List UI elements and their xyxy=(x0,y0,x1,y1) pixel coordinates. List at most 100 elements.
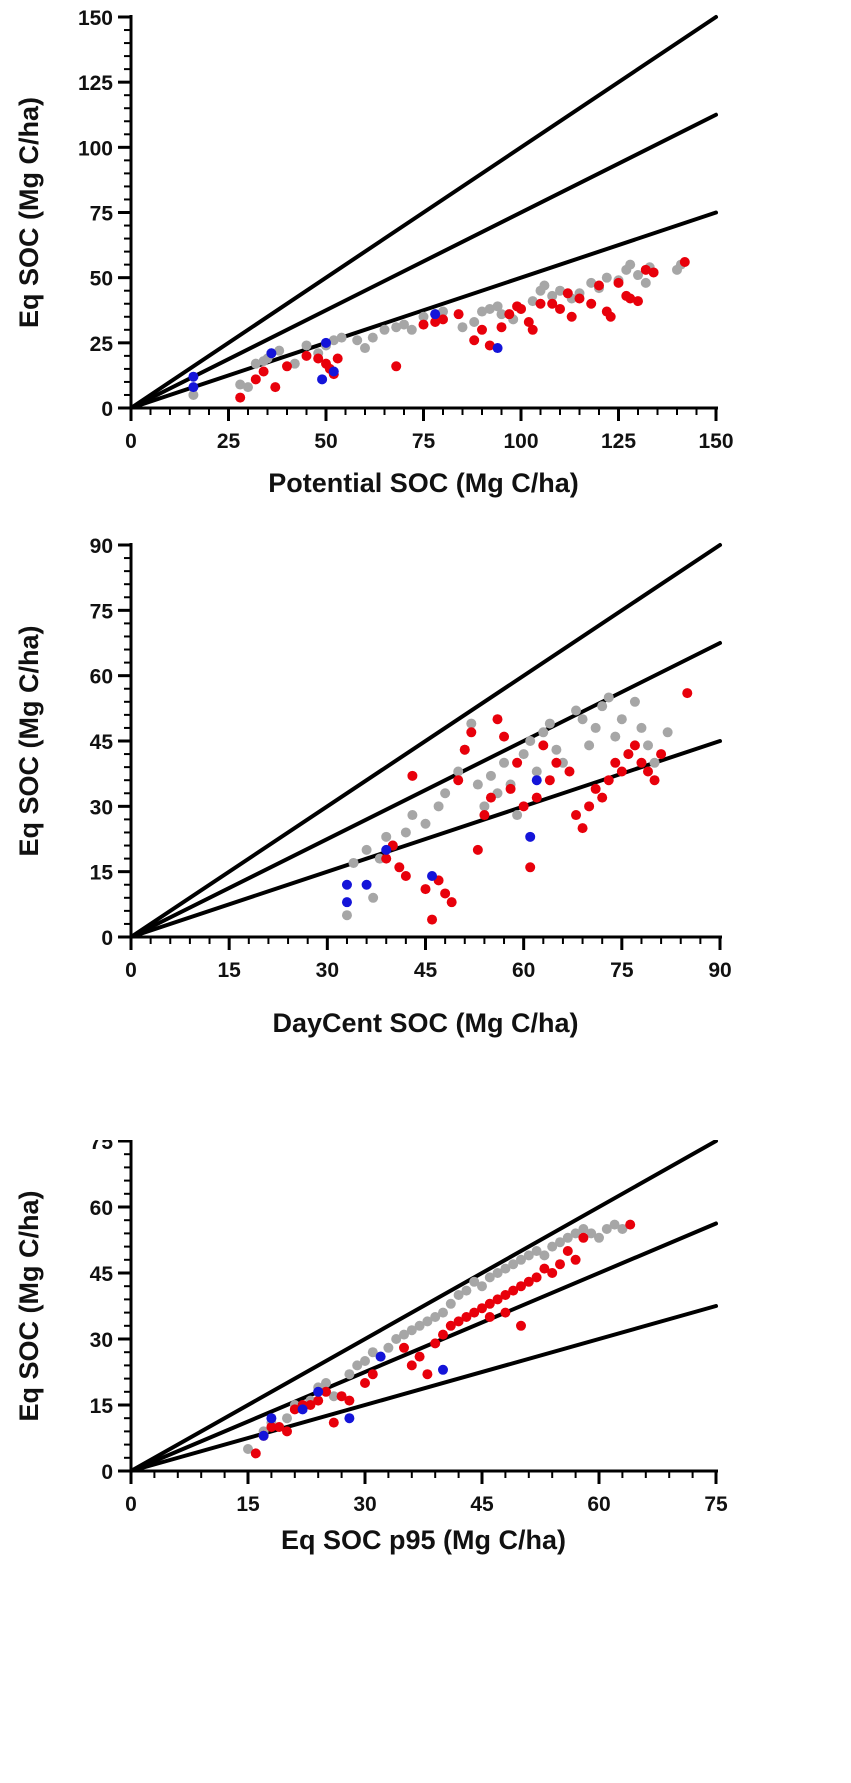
point-red xyxy=(258,366,269,377)
point-blue xyxy=(328,366,339,377)
point-gray xyxy=(422,1316,433,1327)
point-red xyxy=(250,1448,261,1459)
y-tick-label: 15 xyxy=(90,862,114,885)
point-red xyxy=(625,1219,636,1230)
point-gray xyxy=(466,718,477,729)
point-gray xyxy=(616,714,627,725)
point-red xyxy=(332,353,343,364)
point-blue xyxy=(317,374,328,385)
point-gray xyxy=(469,1276,480,1287)
point-gray xyxy=(235,379,246,390)
y-axis-title: Eq SOC (Mg C/ha) xyxy=(14,1191,44,1422)
point-gray xyxy=(243,1444,253,1454)
point-red xyxy=(407,770,418,781)
point-gray xyxy=(399,319,409,330)
point-gray xyxy=(484,303,495,314)
point-red xyxy=(594,280,604,291)
point-blue xyxy=(438,1364,448,1375)
point-red xyxy=(562,288,573,299)
point-red xyxy=(597,792,608,803)
point-red xyxy=(492,714,503,725)
point-red xyxy=(282,361,292,372)
point-gray xyxy=(430,1312,441,1322)
point-gray xyxy=(601,1224,612,1234)
point-blue xyxy=(427,871,438,882)
point-red xyxy=(640,264,651,275)
y-tick-label: 60 xyxy=(90,1197,113,1220)
point-gray xyxy=(512,810,523,821)
point-gray xyxy=(544,718,555,729)
y-tick-label: 90 xyxy=(90,535,113,558)
point-gray xyxy=(555,1237,565,1248)
point-red xyxy=(538,740,549,751)
point-red xyxy=(648,267,659,278)
point-gray xyxy=(383,1342,394,1353)
point-gray xyxy=(368,892,379,903)
x-tick-label: 75 xyxy=(412,430,436,453)
point-gray xyxy=(274,345,285,356)
point-gray xyxy=(328,1391,339,1402)
point-red xyxy=(282,1426,292,1437)
point-blue xyxy=(313,1386,324,1397)
point-red xyxy=(656,749,667,760)
point-red xyxy=(523,316,534,327)
point-gray xyxy=(453,1290,464,1300)
point-red xyxy=(571,810,582,821)
point-gray xyxy=(381,831,392,842)
point-gray xyxy=(250,358,261,369)
point-red xyxy=(603,775,614,786)
x-axis-title: Potential SOC (Mg C/ha) xyxy=(268,468,579,498)
x-tick-label: 0 xyxy=(125,1493,137,1516)
point-gray xyxy=(577,714,588,725)
point-gray xyxy=(406,324,417,335)
point-red xyxy=(418,319,429,330)
x-tick-label: 45 xyxy=(470,1493,494,1516)
point-gray xyxy=(527,296,538,307)
point-gray xyxy=(555,285,565,296)
point-red xyxy=(629,740,640,751)
point-gray xyxy=(643,740,654,751)
x-tick-label: 15 xyxy=(217,959,241,982)
point-gray xyxy=(562,1232,573,1243)
point-gray xyxy=(391,1334,402,1344)
point-red xyxy=(414,1351,425,1362)
chart-potential-soc-svg: 0 25 50 75 100 125 150 0 25 50 75 100 125 150 Potentia… xyxy=(14,7,734,498)
point-gray xyxy=(321,1378,331,1388)
reference-line-2 xyxy=(129,112,718,410)
point-gray xyxy=(590,722,601,733)
point-gray xyxy=(538,727,549,738)
point-red xyxy=(623,749,634,760)
point-red xyxy=(367,1369,378,1380)
point-red xyxy=(516,303,526,314)
y-tick-label: 125 xyxy=(78,72,113,95)
point-gray xyxy=(400,827,411,838)
point-red xyxy=(539,1263,550,1274)
chart-potential-soc: 0 25 50 75 100 125 150 0 25 50 75 100 125 150 Potentia… xyxy=(0,0,851,520)
point-gray xyxy=(500,1263,511,1274)
point-red xyxy=(555,1259,565,1270)
x-tick-label: 25 xyxy=(217,430,241,453)
point-red xyxy=(531,1272,542,1283)
y-tick-label: 30 xyxy=(90,1329,113,1352)
point-gray xyxy=(551,744,562,755)
point-red xyxy=(512,757,523,768)
point-gray xyxy=(594,1232,604,1243)
point-gray xyxy=(662,727,673,738)
point-gray xyxy=(406,1325,417,1336)
point-blue xyxy=(361,879,372,890)
point-gray xyxy=(578,1224,589,1234)
point-red xyxy=(250,374,261,385)
point-red xyxy=(577,823,588,834)
y-tick-label: 0 xyxy=(101,927,113,950)
point-blue xyxy=(321,337,331,348)
point-red xyxy=(313,1395,324,1406)
point-red xyxy=(523,1276,534,1287)
point-gray xyxy=(584,740,595,751)
point-red xyxy=(562,1246,573,1256)
y-tick-label: 25 xyxy=(90,333,114,356)
x-tick-label: 50 xyxy=(314,430,337,453)
point-red xyxy=(274,1422,285,1432)
y-tick-label: 150 xyxy=(78,7,113,30)
point-red xyxy=(636,757,647,768)
y-tick-label: 75 xyxy=(90,600,114,623)
